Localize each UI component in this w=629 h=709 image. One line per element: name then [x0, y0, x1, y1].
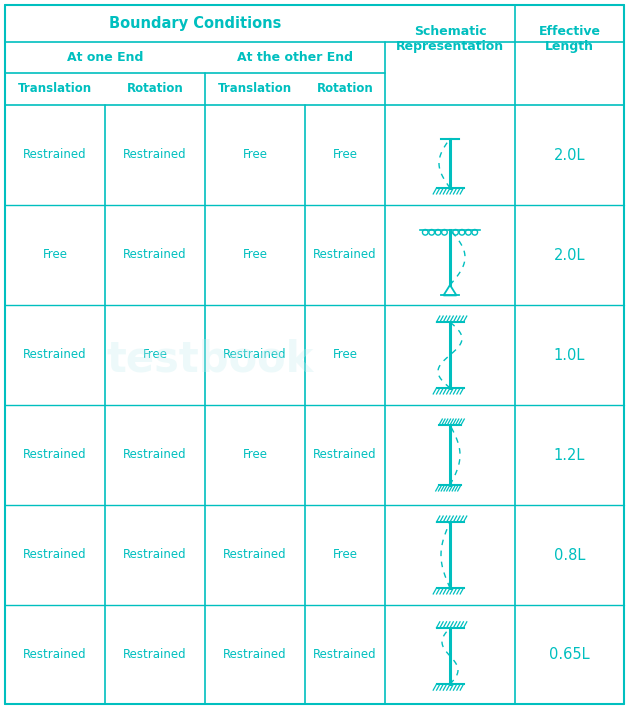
- Text: At the other End: At the other End: [237, 51, 353, 64]
- Text: Free: Free: [333, 148, 357, 162]
- Text: Restrained: Restrained: [23, 349, 87, 362]
- Text: Free: Free: [143, 349, 167, 362]
- Text: Restrained: Restrained: [123, 549, 187, 562]
- Text: Restrained: Restrained: [123, 148, 187, 162]
- Text: Free: Free: [243, 148, 267, 162]
- Text: Translation: Translation: [218, 82, 292, 96]
- Text: 0.8L: 0.8L: [554, 547, 585, 562]
- Text: Effective
Length: Effective Length: [538, 25, 601, 53]
- Text: Restrained: Restrained: [313, 248, 377, 262]
- Text: testbook: testbook: [106, 338, 314, 380]
- Text: Free: Free: [43, 248, 67, 262]
- Text: 1.2L: 1.2L: [554, 447, 585, 462]
- Text: 2.0L: 2.0L: [554, 147, 585, 162]
- Text: 0.65L: 0.65L: [549, 647, 590, 662]
- Text: Schematic
Representation: Schematic Representation: [396, 25, 504, 53]
- Text: Rotation: Rotation: [126, 82, 184, 96]
- Text: Restrained: Restrained: [223, 349, 287, 362]
- Text: Restrained: Restrained: [23, 449, 87, 462]
- Text: 2.0L: 2.0L: [554, 247, 585, 262]
- Text: Restrained: Restrained: [223, 549, 287, 562]
- Text: Restrained: Restrained: [23, 549, 87, 562]
- Text: Restrained: Restrained: [123, 248, 187, 262]
- Text: Rotation: Rotation: [316, 82, 374, 96]
- Text: Restrained: Restrained: [313, 648, 377, 661]
- Text: Restrained: Restrained: [123, 449, 187, 462]
- Text: Translation: Translation: [18, 82, 92, 96]
- Text: Restrained: Restrained: [23, 648, 87, 661]
- Text: Boundary Conditions: Boundary Conditions: [109, 16, 281, 31]
- Text: 1.0L: 1.0L: [554, 347, 585, 362]
- Text: At one End: At one End: [67, 51, 143, 64]
- Text: Free: Free: [333, 349, 357, 362]
- Text: Free: Free: [333, 549, 357, 562]
- Text: Restrained: Restrained: [123, 648, 187, 661]
- Text: Free: Free: [243, 248, 267, 262]
- Text: Restrained: Restrained: [313, 449, 377, 462]
- Text: Free: Free: [243, 449, 267, 462]
- Text: Restrained: Restrained: [223, 648, 287, 661]
- Text: Restrained: Restrained: [23, 148, 87, 162]
